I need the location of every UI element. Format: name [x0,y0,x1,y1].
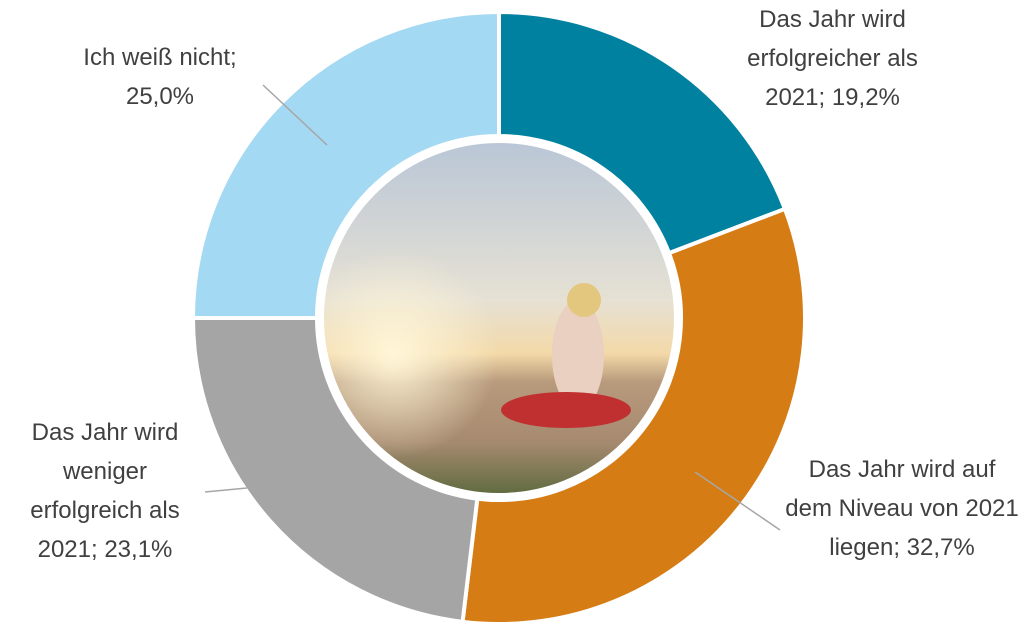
category-label: Das Jahr wird weniger erfolgreich als 20… [30,419,180,563]
data-label: Das Jahr wird weniger erfolgreich als 20… [5,413,205,569]
leader-line [694,471,781,531]
leader-line [204,487,248,493]
leader-line [262,84,328,146]
data-label: Das Jahr wird erfolgreicher als 2021; 19… [720,0,945,117]
value-label: 32,7% [906,534,975,561]
value-label: 19,2% [831,84,900,111]
photo-sun [324,143,674,493]
value-label: 23,1% [104,536,173,563]
data-label: Ich weiß nicht; 25,0% [50,38,270,116]
donut-slice [497,9,788,256]
donut-slice [190,316,480,623]
photo-figure-head [567,283,601,317]
category-label: Das Jahr wird erfolgreicher als 2021; [747,6,918,111]
value-label: 25,0% [125,83,195,110]
data-label: Das Jahr wird auf dem Niveau von 2021 li… [785,450,1019,567]
category-label: Ich weiß nicht; [83,44,237,71]
category-label: Das Jahr wird auf dem Niveau von 2021 li… [785,456,1019,561]
photo-figure-legs [501,392,631,428]
photo-figure [552,300,604,410]
donut-slice [190,9,501,320]
donut-slice [460,206,807,623]
